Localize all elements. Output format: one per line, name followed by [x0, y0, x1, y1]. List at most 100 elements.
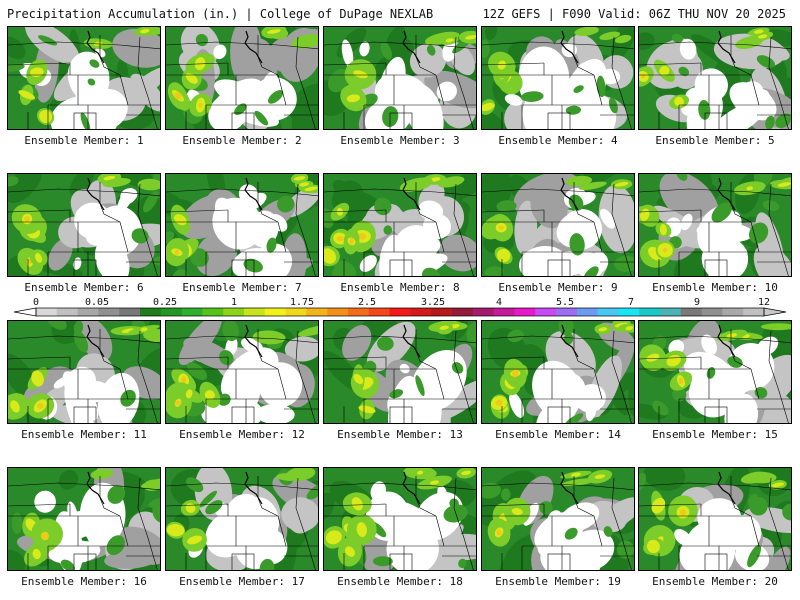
colorbar-bin: [597, 308, 619, 316]
colorbar-bin: [140, 308, 162, 316]
state-boundaries: [324, 324, 476, 423]
state-boundaries: [482, 177, 634, 276]
precip-field: [166, 468, 318, 570]
precip-field: [639, 468, 791, 570]
ensemble-member-map: [323, 320, 477, 424]
precip-map: [482, 468, 634, 570]
precip-map: [639, 27, 791, 129]
ensemble-member-label: Ensemble Member: 6: [24, 281, 144, 294]
ensemble-member-label: Ensemble Member: 10: [652, 281, 778, 294]
colorbar-bin: [660, 308, 682, 316]
ensemble-member-map: [165, 320, 319, 424]
precip-map: [639, 174, 791, 276]
precip-map: [166, 174, 318, 276]
ensemble-member-map: [323, 26, 477, 130]
colorbar-bin: [514, 308, 536, 316]
ensemble-member-label: Ensemble Member: 4: [498, 134, 618, 147]
colorbar-bin: [410, 308, 432, 316]
state-boundaries: [324, 471, 476, 570]
colorbar-bin: [680, 308, 702, 316]
colorbar-tick-label: 5.5: [555, 297, 575, 308]
ensemble-member-label: Ensemble Member: 9: [498, 281, 618, 294]
precip-map: [324, 27, 476, 129]
colorbar-min-arrow: [13, 307, 37, 317]
ensemble-member-label: Ensemble Member: 17: [179, 575, 305, 588]
precip-field: [8, 174, 160, 276]
colorbar-tick-label: 1.75: [289, 297, 315, 308]
colorbar-tick-label: 3.25: [420, 297, 446, 308]
precip-map: [324, 468, 476, 570]
colorbar-bin: [306, 308, 328, 316]
precip-map: [166, 321, 318, 423]
state-boundaries: [639, 30, 791, 129]
precip-map: [482, 174, 634, 276]
ensemble-member-label: Ensemble Member: 7: [182, 281, 302, 294]
run-info: 12Z GEFS | F090 Valid: 06Z THU NOV 20 20…: [482, 7, 786, 21]
state-boundaries: [639, 177, 791, 276]
ensemble-member-label: Ensemble Member: 3: [340, 134, 460, 147]
ensemble-member-label: Ensemble Member: 19: [495, 575, 621, 588]
chart-title: Precipitation Accumulation (in.) | Colle…: [7, 7, 434, 21]
ensemble-member-label: Ensemble Member: 2: [182, 134, 302, 147]
ensemble-member-map: [638, 26, 792, 130]
colorbar-max-arrow: [763, 307, 787, 317]
state-boundaries: [639, 471, 791, 570]
colorbar-bin: [36, 308, 58, 316]
precip-field: [324, 321, 476, 423]
state-boundaries: [482, 30, 634, 129]
colorbar-tick-label: 1: [230, 297, 238, 308]
ensemble-member-label: Ensemble Member: 14: [495, 428, 621, 441]
colorbar-bin: [639, 308, 661, 316]
colorbar-bin: [493, 308, 515, 316]
colorbar-tick-label: 0.05: [84, 297, 110, 308]
precip-field: [166, 27, 318, 129]
ensemble-member-map: [7, 173, 161, 277]
ensemble-member-label: Ensemble Member: 15: [652, 428, 778, 441]
colorbar-bin: [244, 308, 266, 316]
colorbar-bin: [285, 308, 307, 316]
precip-map: [482, 321, 634, 423]
precip-map: [324, 174, 476, 276]
colorbar-bin: [535, 308, 557, 316]
ensemble-member-label: Ensemble Member: 16: [21, 575, 147, 588]
ensemble-member-label: Ensemble Member: 11: [21, 428, 147, 441]
colorbar-bin: [722, 308, 744, 316]
colorbar-bin: [160, 308, 182, 316]
precip-map: [8, 27, 160, 129]
ensemble-member-label: Ensemble Member: 12: [179, 428, 305, 441]
colorbar-bin: [202, 308, 224, 316]
colorbar-bin: [389, 308, 411, 316]
colorbar-bin: [743, 308, 765, 316]
ensemble-member-map: [638, 467, 792, 571]
colorbar-bin: [119, 308, 141, 316]
precip-map: [8, 468, 160, 570]
precip-map: [639, 321, 791, 423]
ensemble-member-label: Ensemble Member: 8: [340, 281, 460, 294]
colorbar-bin: [368, 308, 390, 316]
ensemble-member-map: [323, 467, 477, 571]
ensemble-member-map: [481, 26, 635, 130]
colorbar-tick-label: 9: [693, 297, 701, 308]
colorbar-bin: [181, 308, 203, 316]
colorbar-bin: [452, 308, 474, 316]
precip-field: [639, 174, 791, 276]
precip-field: [324, 27, 476, 129]
colorbar-bin: [472, 308, 494, 316]
ensemble-member-label: Ensemble Member: 5: [655, 134, 775, 147]
ensemble-member-map: [165, 26, 319, 130]
state-boundaries: [482, 324, 634, 423]
state-boundaries: [482, 471, 634, 570]
precip-field: [166, 174, 318, 276]
state-boundaries: [166, 324, 318, 423]
precip-field: [482, 174, 634, 276]
precip-field: [8, 468, 160, 570]
state-boundaries: [8, 30, 160, 129]
colorbar-bin: [431, 308, 453, 316]
precip-field: [324, 174, 476, 276]
precip-field: [482, 27, 634, 129]
state-boundaries: [324, 177, 476, 276]
ensemble-member-map: [7, 467, 161, 571]
ensemble-member-map: [165, 173, 319, 277]
ensemble-member-map: [481, 467, 635, 571]
state-boundaries: [166, 30, 318, 129]
